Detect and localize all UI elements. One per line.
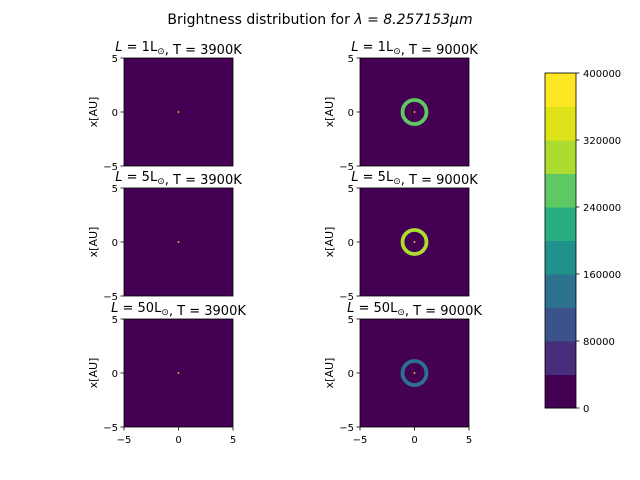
colorbar-band <box>545 274 576 308</box>
panel-title: L = 50L⊙, T = 9000K <box>347 301 482 319</box>
heatmap-middle-left: −5 0 5 x[AU] L = 5L⊙, T = 3900K <box>87 170 242 303</box>
y-tick-label: 0 <box>348 238 354 249</box>
colorbar: 0 80000 160000 240000 320000 400000 <box>544 69 621 415</box>
y-axis-label: x[AU] <box>87 97 100 128</box>
emission-ring <box>400 98 429 126</box>
central-source <box>177 372 180 374</box>
y-axis-label: x[AU] <box>323 358 336 389</box>
heatmap-bottom-right: −5 0 5 −5 0 5 x[AU] L = 50L⊙, T = 9000K <box>323 301 482 446</box>
x-tick-label: −5 <box>117 435 132 446</box>
y-axis-label: x[AU] <box>323 227 336 258</box>
y-tick-label: −5 <box>103 162 118 173</box>
y-axis-label: x[AU] <box>323 97 336 128</box>
heatmap-top-right: −5 0 5 x[AU] L = 1L⊙, T = 9000K <box>323 40 478 173</box>
colorbar-band <box>545 307 576 342</box>
emission-ring <box>400 228 429 256</box>
y-tick-label: 5 <box>348 315 354 326</box>
y-tick-label: −5 <box>103 292 118 303</box>
y-tick-label: −5 <box>339 162 354 173</box>
colorbar-band <box>545 240 576 275</box>
y-tick-label: 0 <box>348 369 354 380</box>
y-tick-label: 5 <box>112 184 118 195</box>
colorbar-tick-label: 320000 <box>583 136 621 147</box>
y-axis-label: x[AU] <box>87 358 100 389</box>
y-tick-label: 5 <box>112 315 118 326</box>
panel-title: L = 5L⊙, T = 9000K <box>351 170 478 188</box>
y-axis-label: x[AU] <box>87 227 100 258</box>
central-source <box>413 241 416 243</box>
colorbar-band <box>545 207 576 241</box>
colorbar-frame <box>544 72 577 409</box>
central-source <box>177 111 180 113</box>
colorbar-band <box>545 341 576 375</box>
colorbar-tick-label: 80000 <box>583 337 615 348</box>
y-tick-label: 0 <box>112 108 118 119</box>
y-tick-label: 0 <box>112 369 118 380</box>
central-source <box>413 372 416 374</box>
heatmap-bottom-left: −5 0 5 −5 0 5 x[AU] L = 50L⊙, T = 3900K <box>87 301 246 446</box>
panel-title: L = 1L⊙, T = 9000K <box>351 40 478 58</box>
y-tick-label: 5 <box>348 184 354 195</box>
x-tick-label: 5 <box>466 435 472 446</box>
colorbar-band <box>545 173 576 208</box>
y-tick-label: −5 <box>339 292 354 303</box>
colorbar-tick-label: 160000 <box>583 270 621 281</box>
colorbar-band <box>545 106 576 141</box>
panel-title: L = 5L⊙, T = 3900K <box>115 170 242 188</box>
heatmap-top-left: −5 0 5 x[AU] L = 1L⊙, T = 3900K <box>87 40 242 173</box>
colorbar-tick-label: 0 <box>583 404 589 415</box>
y-tick-label: −5 <box>103 423 118 434</box>
y-tick-label: 5 <box>348 54 354 65</box>
central-source <box>177 241 180 243</box>
heatmap-panels: −5 0 5 x[AU] L = 1L⊙, T = 3900K −5 0 5 x[AU] L = … <box>87 40 482 446</box>
x-tick-label: 0 <box>175 435 181 446</box>
colorbar-band <box>545 140 576 174</box>
y-tick-label: 5 <box>112 54 118 65</box>
y-tick-label: 0 <box>348 108 354 119</box>
colorbar-tick-label: 400000 <box>583 69 621 80</box>
figure-suptitle: Brightness distribution for λ = 8.257153… <box>167 12 472 28</box>
panel-title: L = 1L⊙, T = 3900K <box>115 40 242 58</box>
colorbar-band <box>545 374 576 409</box>
colorbar-band <box>545 73 576 107</box>
y-tick-label: 0 <box>112 238 118 249</box>
emission-ring <box>400 359 429 387</box>
panel-title: L = 50L⊙, T = 3900K <box>111 301 246 319</box>
y-tick-label: −5 <box>339 423 354 434</box>
colorbar-tick-label: 240000 <box>583 203 621 214</box>
central-source <box>413 111 416 113</box>
x-tick-label: 0 <box>411 435 417 446</box>
x-tick-label: −5 <box>353 435 368 446</box>
heatmap-middle-right: −5 0 5 x[AU] L = 5L⊙, T = 9000K <box>323 170 478 303</box>
x-tick-label: 5 <box>230 435 236 446</box>
